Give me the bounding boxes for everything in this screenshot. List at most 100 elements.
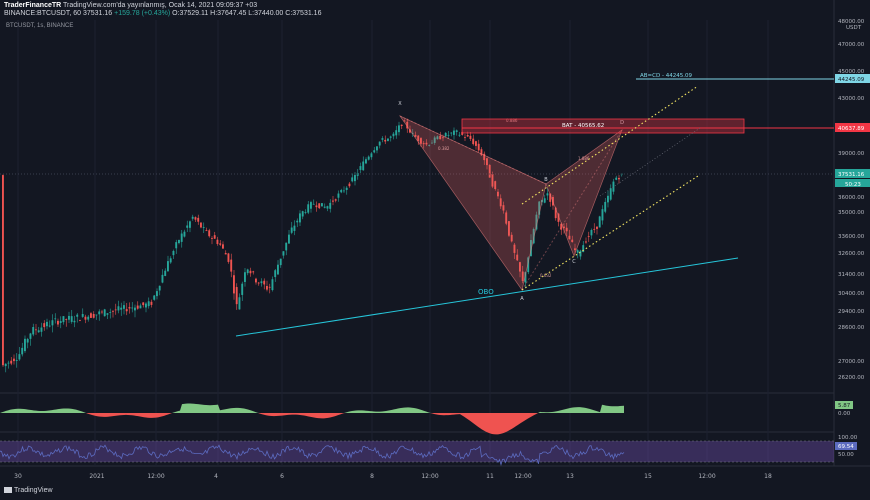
candle-body bbox=[554, 207, 557, 219]
candle-body bbox=[147, 301, 150, 307]
candle-body bbox=[469, 135, 472, 139]
candle-body bbox=[46, 321, 48, 327]
candle-body bbox=[483, 153, 486, 161]
candle-body bbox=[334, 199, 337, 201]
candle-body bbox=[293, 225, 296, 231]
last-price-badge-text: 37531.16 bbox=[838, 172, 865, 178]
candle-body bbox=[299, 213, 301, 223]
candle-body bbox=[447, 134, 450, 136]
price-tick: 33600.00 bbox=[838, 234, 865, 240]
candle-body bbox=[532, 229, 535, 244]
bat-price-badge bbox=[835, 123, 870, 132]
candle-body bbox=[609, 188, 612, 200]
candle-body bbox=[607, 195, 609, 203]
candle-body bbox=[48, 325, 51, 327]
candle-body bbox=[403, 120, 406, 122]
candle-body bbox=[337, 193, 340, 198]
candle-body bbox=[417, 135, 420, 141]
candle-body bbox=[494, 181, 497, 190]
candle-body bbox=[439, 135, 442, 140]
candle-body bbox=[114, 309, 117, 311]
candle-body bbox=[92, 314, 95, 318]
candle-body bbox=[387, 138, 389, 141]
candle-body bbox=[255, 278, 257, 283]
price-tick: 27000.00 bbox=[838, 359, 865, 365]
candle-body bbox=[365, 159, 367, 164]
tradingview-brand-text: TradingView bbox=[14, 487, 53, 494]
ohlc-values: O:37529.11 H:37647.45 L:37440.00 C:37531… bbox=[172, 10, 322, 17]
candle-body bbox=[257, 282, 260, 284]
candle-body bbox=[472, 138, 475, 145]
candle-body bbox=[271, 279, 274, 291]
symbol-line: BINANCE:BTCUSDT, 60 bbox=[4, 10, 82, 17]
currency-label: USDT bbox=[846, 25, 862, 31]
symbol-label: BTCUSDT, 1s, BINANCE bbox=[6, 23, 74, 29]
candle-body bbox=[156, 291, 158, 297]
bat-pattern-bcd bbox=[545, 129, 623, 257]
candle-body bbox=[458, 134, 461, 136]
candle-body bbox=[392, 133, 395, 137]
candle-body bbox=[343, 190, 345, 192]
osc1-value: 5.87 bbox=[838, 403, 851, 409]
candle-body bbox=[601, 209, 604, 221]
candle-body bbox=[557, 213, 560, 222]
candle-body bbox=[244, 272, 246, 282]
price-tick: 28600.00 bbox=[838, 325, 865, 331]
candle-body bbox=[576, 250, 579, 253]
candle-body bbox=[65, 319, 68, 320]
candle-body bbox=[194, 217, 197, 220]
candle-body bbox=[307, 204, 310, 213]
candle-body bbox=[321, 203, 323, 207]
point-d-label: D bbox=[620, 120, 624, 126]
candle-body bbox=[200, 222, 202, 228]
candle-body bbox=[618, 177, 620, 180]
candle-body bbox=[546, 193, 549, 196]
price-tick: 30400.00 bbox=[838, 291, 865, 297]
candle-body bbox=[117, 306, 120, 311]
candle-body bbox=[345, 187, 348, 190]
abcd-label: AB=CD - 44245.09 bbox=[640, 73, 692, 79]
oscillator-negative bbox=[0, 413, 624, 435]
candle-body bbox=[530, 240, 532, 257]
candle-body bbox=[304, 212, 307, 213]
candle-body bbox=[15, 360, 18, 361]
candle-body bbox=[351, 177, 354, 182]
candle-body bbox=[425, 142, 428, 145]
candle-body bbox=[444, 132, 447, 137]
candle-body bbox=[268, 286, 271, 288]
rsi-band bbox=[0, 441, 834, 462]
channel-lower bbox=[521, 175, 699, 291]
candle-body bbox=[213, 235, 216, 239]
candle-body bbox=[565, 227, 568, 232]
tradingview-logo: TradingView bbox=[4, 487, 53, 494]
time-tick: 18 bbox=[764, 473, 772, 480]
candle-body bbox=[571, 239, 574, 243]
candle-body bbox=[332, 200, 334, 202]
candle-body bbox=[389, 136, 392, 138]
candle-body bbox=[167, 261, 169, 272]
candle-body bbox=[524, 272, 527, 283]
candle-body bbox=[43, 323, 46, 328]
price-tick: 36000.00 bbox=[838, 195, 865, 201]
candle-body bbox=[538, 201, 541, 215]
published-text: TradingView.com'da yayınlanmış, Ocak 14,… bbox=[63, 2, 258, 9]
candle-body bbox=[315, 205, 318, 208]
candle-body bbox=[103, 309, 106, 317]
channel-upper bbox=[521, 85, 699, 205]
candle-body bbox=[191, 216, 194, 219]
candle-body bbox=[205, 230, 208, 232]
candle-body bbox=[519, 262, 521, 272]
candle-body bbox=[238, 297, 241, 310]
price-tick: 35000.00 bbox=[838, 210, 865, 216]
candle-body bbox=[169, 258, 172, 263]
candle-body bbox=[326, 206, 329, 209]
bat-ad-line bbox=[521, 129, 623, 291]
candle-body bbox=[480, 149, 483, 156]
candle-body bbox=[84, 316, 87, 320]
candle-body bbox=[398, 125, 400, 133]
obo-label: OBO bbox=[478, 288, 494, 296]
candle-body bbox=[475, 141, 477, 146]
candle-body bbox=[131, 307, 134, 309]
candle-body bbox=[73, 320, 76, 323]
